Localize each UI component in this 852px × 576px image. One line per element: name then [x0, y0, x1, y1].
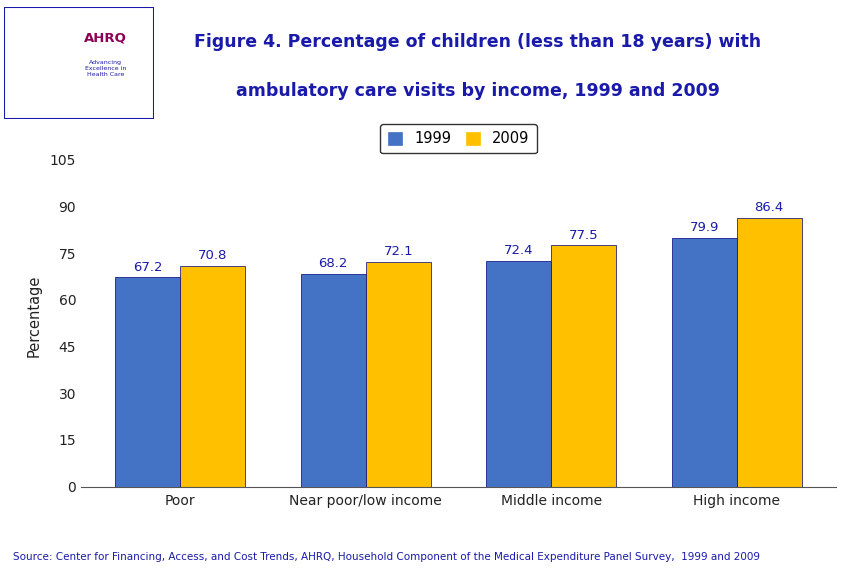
Text: ambulatory care visits by income, 1999 and 2009: ambulatory care visits by income, 1999 a… [235, 82, 719, 100]
Text: 68.2: 68.2 [319, 257, 348, 271]
Text: 72.4: 72.4 [504, 244, 532, 257]
Text: 67.2: 67.2 [133, 260, 163, 274]
Text: 86.4: 86.4 [754, 201, 783, 214]
Text: Figure 4. Percentage of children (less than 18 years) with: Figure 4. Percentage of children (less t… [194, 33, 760, 51]
Text: Advancing
Excellence in
Health Care: Advancing Excellence in Health Care [85, 60, 126, 77]
Text: 77.5: 77.5 [568, 229, 598, 241]
Y-axis label: Percentage: Percentage [26, 274, 42, 357]
Bar [366, 262, 430, 487]
Text: 72.1: 72.1 [383, 245, 412, 259]
Bar [301, 274, 366, 487]
Text: AHRQ: AHRQ [84, 32, 127, 45]
Legend: 1999, 2009: 1999, 2009 [380, 124, 536, 153]
Text: 🦅: 🦅 [26, 54, 38, 73]
Text: Source: Center for Financing, Access, and Cost Trends, AHRQ, Household Component: Source: Center for Financing, Access, an… [13, 552, 759, 562]
Text: 79.9: 79.9 [688, 221, 718, 234]
Bar [115, 278, 180, 487]
Bar [550, 245, 615, 487]
Bar [671, 238, 736, 487]
Bar [486, 261, 550, 487]
Bar [180, 266, 245, 487]
Text: 70.8: 70.8 [198, 249, 227, 263]
Bar [61, 13, 150, 113]
Bar [736, 218, 801, 487]
